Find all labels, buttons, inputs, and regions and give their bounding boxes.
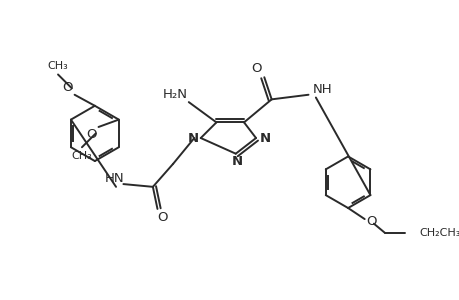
- Text: O: O: [62, 81, 73, 94]
- Text: O: O: [157, 211, 167, 224]
- Text: CH₃: CH₃: [48, 61, 68, 71]
- Text: CH₃: CH₃: [72, 151, 92, 160]
- Text: CH₂CH₃: CH₂CH₃: [418, 228, 459, 238]
- Text: H₂N: H₂N: [162, 88, 187, 101]
- Text: N: N: [259, 131, 270, 145]
- Text: O: O: [86, 128, 96, 141]
- Text: N: N: [231, 155, 243, 169]
- Text: O: O: [365, 215, 375, 228]
- Text: O: O: [251, 62, 262, 76]
- Text: N: N: [187, 131, 199, 145]
- Text: NH: NH: [313, 83, 332, 96]
- Text: HN: HN: [104, 172, 124, 185]
